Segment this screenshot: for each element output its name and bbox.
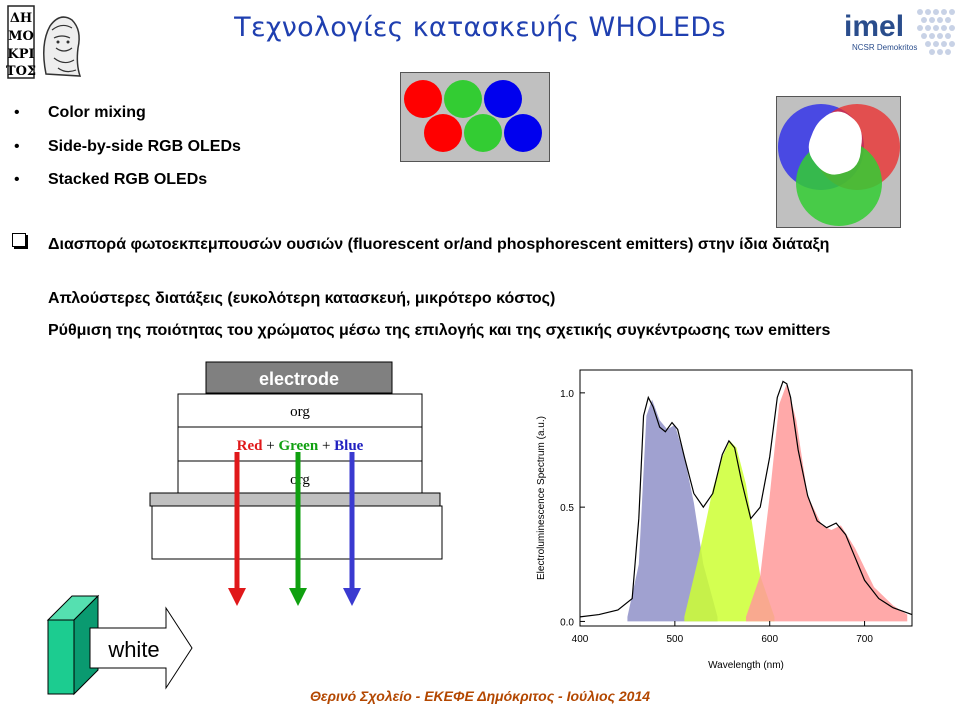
side-by-side-rgb-illustration [400, 72, 550, 162]
red-emission-arrow [228, 452, 246, 606]
emitter-band-1 [684, 440, 775, 622]
x-tick-label: 500 [667, 634, 684, 645]
plot-frame [579, 369, 913, 627]
stacked-oled-device-diagram: electrode org Red + Green + Blue org [148, 360, 448, 610]
x-tick-label: 700 [856, 634, 873, 645]
svg-text:ΚΡΙ: ΚΡΙ [7, 47, 34, 62]
x-tick-label: 400 [572, 634, 589, 645]
paragraph-color-tuning: Ρύθμιση της ποιότητας του χρώματος μέσω … [48, 322, 831, 339]
svg-text:NCSR Demokritos: NCSR Demokritos [852, 43, 917, 52]
color-mixing-illustration [776, 96, 901, 228]
imel-logo: imel NCSR Demokritos [840, 4, 958, 64]
org-top-label: org [290, 404, 310, 420]
blue-emission-arrow [343, 452, 361, 606]
spectrum-line [579, 380, 913, 618]
svg-text:ΔΗ: ΔΗ [10, 11, 32, 26]
emitter-band-2 [746, 383, 908, 622]
x-tick-label: 600 [761, 634, 778, 645]
green-emission-arrow [289, 452, 307, 606]
y-axis-label: Electroluminescence Spectrum (a.u.) [536, 416, 547, 580]
paragraph-dispersion: Διασπορά φωτοεκπεμπουσών ουσιών (fluores… [48, 236, 830, 253]
demokritos-logo: ΔΗ ΜΟ ΚΡΙ ΤΟΣ [6, 4, 84, 80]
electroluminescence-spectrum-chart: 400 500 600 700 0.0 0.5 1.0 Wavelength (nm) El… [530, 362, 930, 682]
y-tick-label: 0.5 [560, 503, 574, 514]
y-tick-label: 1.0 [560, 389, 574, 400]
emitters-label: Red + Green + Blue [237, 438, 364, 454]
x-axis-label: Wavelength (nm) [708, 660, 784, 671]
svg-text:ΤΟΣ: ΤΟΣ [6, 64, 36, 79]
electrode-label: electrode [259, 369, 339, 389]
svg-text:ΜΟ: ΜΟ [8, 29, 34, 44]
y-tick-label: 0.0 [560, 617, 574, 628]
emitter-band-0 [627, 399, 718, 622]
slide-title: Τεχνολογίες κατασκευής WHOLEDs [234, 12, 726, 43]
white-label: white [107, 637, 159, 662]
checkbox-bullet-icon [12, 233, 26, 247]
svg-text:imel: imel [844, 10, 904, 43]
white-light-output-illustration: white [44, 590, 204, 700]
slide-footer: Θερινό Σχολείο - ΕΚΕΦΕ Δημόκριτος - Ιούλ… [309, 688, 651, 704]
paragraph-simpler-devices: Απλούστερες διατάξεις (ευκολότερη κατασκ… [48, 290, 556, 307]
